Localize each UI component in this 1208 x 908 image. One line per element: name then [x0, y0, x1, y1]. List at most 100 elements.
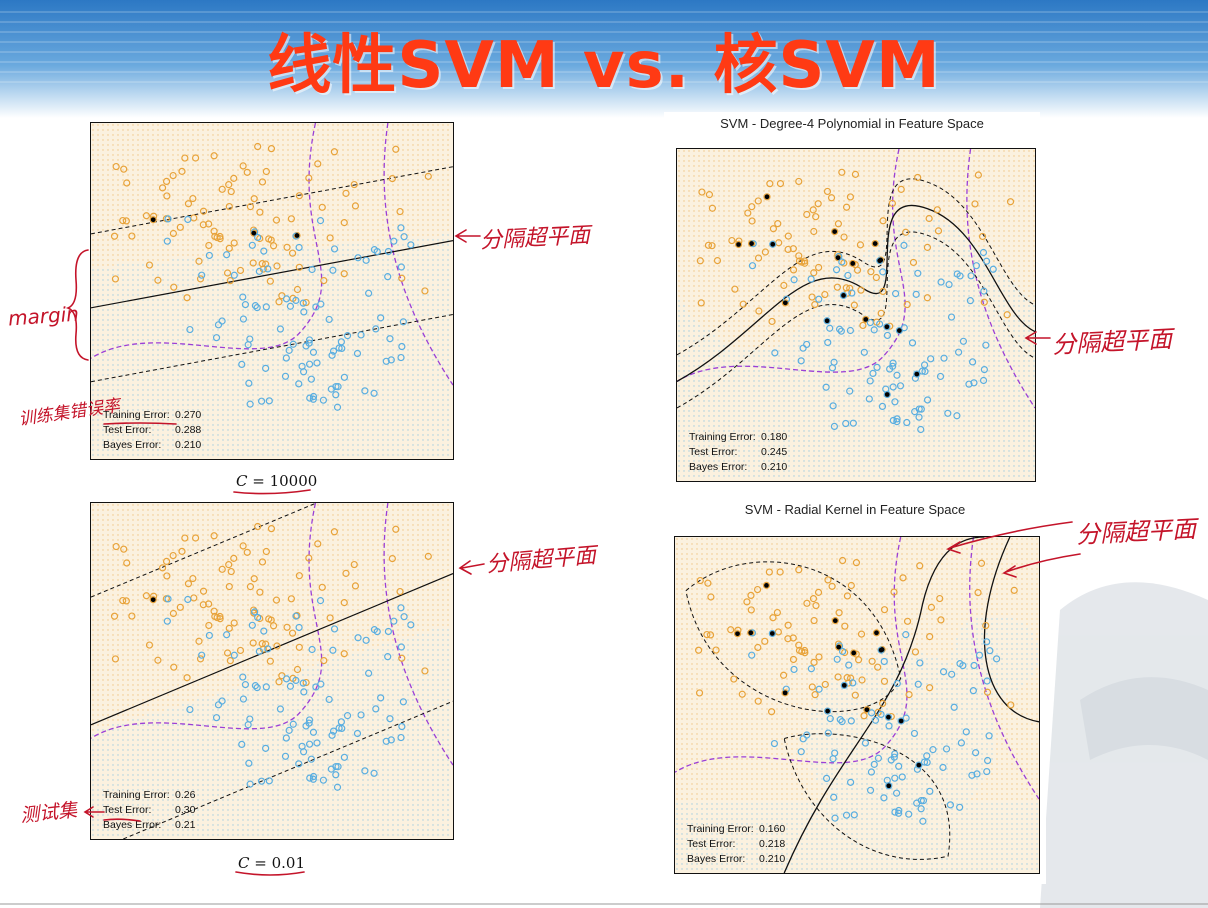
grid-dot [397, 374, 399, 376]
grid-dot [337, 164, 339, 166]
grid-dot [202, 304, 204, 306]
grid-dot [247, 429, 249, 431]
grid-dot [442, 199, 444, 201]
grid-dot [362, 444, 364, 446]
grid-dot [272, 179, 274, 181]
grid-dot [397, 259, 399, 261]
grid-dot [407, 339, 409, 341]
grid-dot [287, 269, 289, 271]
grid-dot [142, 199, 144, 201]
grid-dot [127, 399, 129, 401]
grid-dot [217, 289, 219, 291]
grid-dot [212, 414, 214, 416]
grid-dot [442, 214, 444, 216]
grid-dot [167, 454, 169, 456]
grid-dot [447, 279, 449, 281]
grid-dot [167, 239, 169, 241]
grid-dot [442, 264, 444, 266]
grid-dot [447, 354, 449, 356]
grid-dot [172, 154, 174, 156]
grid-dot [252, 214, 254, 216]
grid-dot [147, 334, 149, 336]
grid-dot [167, 234, 169, 236]
grid-dot [222, 189, 224, 191]
grid-dot [182, 299, 184, 301]
grid-dot [92, 369, 94, 371]
grid-dot [412, 409, 414, 411]
grid-dot [117, 434, 119, 436]
grid-dot [117, 349, 119, 351]
grid-dot [277, 209, 279, 211]
grid-dot [312, 254, 314, 256]
grid-dot [272, 159, 274, 161]
grid-dot [192, 129, 194, 131]
grid-dot [392, 199, 394, 201]
grid-dot [377, 334, 379, 336]
grid-dot [97, 144, 99, 146]
grid-dot [277, 369, 279, 371]
grid-dot [302, 359, 304, 361]
grid-dot [372, 169, 374, 171]
grid-dot [357, 189, 359, 191]
grid-dot [312, 274, 314, 276]
grid-dot [322, 449, 324, 451]
grid-dot [187, 124, 189, 126]
grid-dot [132, 384, 134, 386]
grid-dot [247, 384, 249, 386]
grid-dot [392, 154, 394, 156]
grid-dot [447, 319, 449, 321]
grid-dot [327, 434, 329, 436]
grid-dot [367, 134, 369, 136]
grid-dot [157, 344, 159, 346]
grid-dot [397, 219, 399, 221]
grid-dot [162, 244, 164, 246]
grid-dot [92, 449, 94, 451]
grid-dot [222, 279, 224, 281]
grid-dot [282, 234, 284, 236]
grid-dot [412, 209, 414, 211]
grid-dot [157, 339, 159, 341]
grid-dot [352, 334, 354, 336]
orange-point [145, 261, 154, 269]
grid-dot [202, 399, 204, 401]
grid-dot [227, 159, 229, 161]
grid-dot [117, 359, 119, 361]
grid-dot [227, 419, 229, 421]
grid-dot [207, 454, 209, 456]
grid-dot [127, 279, 129, 281]
grid-dot [187, 399, 189, 401]
grid-dot [162, 214, 164, 216]
grid-dot [202, 269, 204, 271]
grid-dot [222, 324, 224, 326]
grid-dot [382, 284, 384, 286]
grid-dot [227, 284, 229, 286]
grid-dot [322, 249, 324, 251]
grid-dot [237, 234, 239, 236]
grid-dot [207, 124, 209, 126]
grid-dot [192, 234, 194, 236]
grid-dot [147, 349, 149, 351]
grid-dot [357, 129, 359, 131]
grid-dot [417, 274, 419, 276]
grid-dot [232, 429, 234, 431]
grid-dot [422, 374, 424, 376]
grid-dot [407, 264, 409, 266]
orange-point [342, 189, 350, 197]
grid-dot [427, 134, 429, 136]
grid-dot [267, 439, 269, 441]
grid-dot [447, 294, 449, 296]
grid-dot [297, 254, 299, 256]
grid-dot [347, 429, 349, 431]
grid-dot [377, 364, 379, 366]
orange-point [128, 232, 136, 240]
grid-dot [187, 179, 189, 181]
grid-dot [227, 214, 229, 216]
grid-dot [142, 219, 144, 221]
grid-dot [302, 449, 304, 451]
grid-dot [262, 454, 264, 456]
grid-dot [97, 389, 99, 391]
grid-dot [367, 189, 369, 191]
grid-dot [122, 294, 124, 296]
grid-dot [267, 404, 269, 406]
grid-dot [357, 409, 359, 411]
